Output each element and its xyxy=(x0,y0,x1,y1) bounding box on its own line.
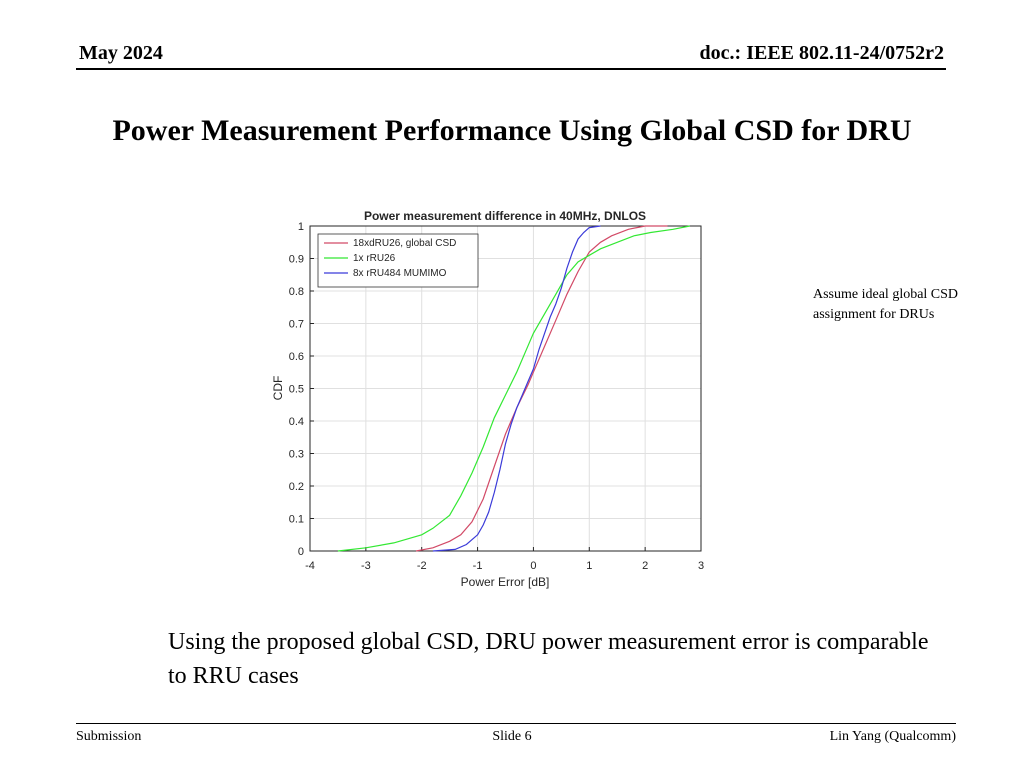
chart-legend: 18xdRU26, global CSD 1x rRU26 8x rRU484 MU… xyxy=(317,233,479,288)
conclusion-text: Using the proposed global CSD, DRU power… xyxy=(168,629,929,689)
y-tick-label: 0.6 xyxy=(289,351,304,363)
chart-ticks: -4 -3 -2 -1 0 1 2 3 0 0.1 0.2 0.3 0.4 0.5 0.6 0.7 0.8 0.9… xyxy=(289,221,704,572)
y-tick-label: 1 xyxy=(298,221,304,233)
x-tick-label: 2 xyxy=(642,560,648,572)
x-tick-label: -3 xyxy=(361,560,371,572)
cdf-chart: Power measurement difference in 40MHz, D… xyxy=(271,209,704,589)
x-tick-label: 0 xyxy=(530,560,536,572)
y-tick-label: 0.3 xyxy=(289,449,304,461)
header-divider xyxy=(76,68,946,70)
y-axis-label: CDF xyxy=(271,376,285,401)
x-axis-label: Power Error [dB] xyxy=(461,575,550,589)
slide-title: Power Measurement Performance Using Glob… xyxy=(112,114,912,147)
header-date: May 2024 xyxy=(79,42,163,64)
chart-series xyxy=(337,225,690,552)
y-tick-label: 0.5 xyxy=(289,384,304,396)
footer-submission: Submission xyxy=(76,729,142,744)
footer-divider xyxy=(76,723,956,724)
chart-title: Power measurement difference in 40MHz, D… xyxy=(364,209,646,223)
legend-label: 8x rRU484 MUMIMO xyxy=(353,268,447,279)
chart-gridlines xyxy=(309,225,702,552)
side-note: Assume ideal global CSD assignment for D… xyxy=(813,287,959,322)
footer-slide-number: Slide 6 xyxy=(492,729,532,744)
y-tick-label: 0.8 xyxy=(289,286,304,298)
x-tick-label: 1 xyxy=(586,560,592,572)
series-line-3 xyxy=(432,225,601,552)
y-tick-label: 0 xyxy=(298,546,304,558)
x-tick-label: -1 xyxy=(473,560,483,572)
y-tick-label: 0.2 xyxy=(289,481,304,493)
series-line-2 xyxy=(337,225,690,552)
series-line-1 xyxy=(415,225,668,552)
y-tick-label: 0.1 xyxy=(289,514,304,526)
footer-author: Lin Yang (Qualcomm) xyxy=(829,729,956,744)
x-tick-label: -4 xyxy=(305,560,315,572)
y-tick-label: 0.4 xyxy=(289,416,304,428)
legend-label: 1x rRU26 xyxy=(353,253,396,264)
y-tick-label: 0.9 xyxy=(289,254,304,266)
header-doc-id: doc.: IEEE 802.11-24/0752r2 xyxy=(699,42,944,64)
x-tick-label: -2 xyxy=(417,560,427,572)
y-tick-label: 0.7 xyxy=(289,319,304,331)
legend-label: 18xdRU26, global CSD xyxy=(353,238,456,249)
x-tick-label: 3 xyxy=(698,560,704,572)
